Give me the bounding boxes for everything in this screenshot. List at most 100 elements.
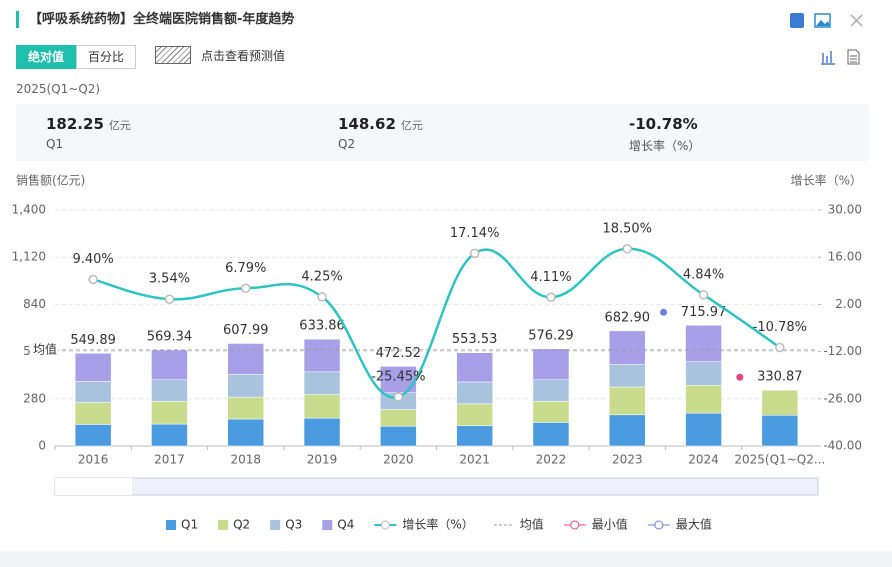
- total-label: 472.52: [376, 346, 422, 361]
- tab[interactable]: 百分比: [76, 45, 136, 69]
- x-tick-label: 2023: [612, 453, 643, 467]
- toolbar-icons[interactable]: [788, 10, 868, 32]
- growth-line: [92, 247, 781, 399]
- bar-segment: [74, 381, 112, 403]
- bar-segment: [456, 425, 493, 447]
- title: 【呼吸系统药物】全终端医院销售额-年度趋势: [16, 11, 294, 28]
- legend-label: Q4: [337, 518, 354, 532]
- x-tick-label: 2020: [383, 453, 414, 467]
- bar-segment: [380, 409, 417, 427]
- stat-unit: 亿元: [108, 119, 131, 132]
- y-tick-label: 280: [23, 391, 46, 405]
- x-tick-label: 2021: [459, 453, 490, 467]
- view-icons[interactable]: [820, 48, 864, 66]
- stat-value: 182.25: [46, 115, 104, 133]
- growth-point: [164, 294, 175, 304]
- bar-segment: [151, 349, 188, 381]
- bar-segment: [532, 401, 570, 423]
- total-label: 607.99: [223, 323, 269, 338]
- bar-segment: [151, 401, 188, 425]
- legend-label: 最小值: [592, 517, 628, 532]
- mean-label: 均值: [33, 342, 57, 357]
- bar-segment: [303, 394, 341, 419]
- bar-segment: [532, 422, 570, 447]
- total-label: 576.29: [528, 328, 574, 343]
- total-label: 549.89: [70, 333, 116, 348]
- legend-dot: [570, 520, 580, 530]
- x-tick-label: 2017: [154, 453, 185, 467]
- mean-label-bg: [30, 342, 58, 359]
- growth-label: -10.78%: [753, 320, 807, 335]
- growth-point: [393, 392, 404, 402]
- stat-value: 148.62: [338, 115, 396, 133]
- bar-segment: [685, 412, 722, 447]
- stat: 148.62 亿元 Q2: [338, 114, 423, 151]
- growth-label: 9.40%: [72, 252, 113, 267]
- total-label: 553.53: [452, 332, 498, 347]
- bar-segment: [609, 414, 646, 447]
- total-label: 330.87: [757, 370, 803, 385]
- legend-label: 均值: [520, 517, 544, 532]
- zoom-slider[interactable]: [54, 477, 819, 496]
- bar-segment: [227, 418, 264, 447]
- bar-segment: [151, 423, 188, 447]
- bar-segment: [456, 403, 493, 427]
- bar-segment: [609, 363, 646, 388]
- stat-label: 增长率（%）: [629, 139, 701, 153]
- legend-label: 增长率（%）: [402, 517, 473, 532]
- legend-dot: [380, 520, 390, 530]
- forecast-text: 点击查看预测值: [201, 48, 286, 63]
- growth-label: 6.79%: [225, 261, 266, 276]
- bar-segment: [532, 348, 570, 381]
- y2-tick-label: 30.00: [828, 203, 862, 217]
- bar-segment: [685, 361, 722, 386]
- bar-segment: [303, 338, 341, 373]
- growth-point: [775, 342, 785, 353]
- growth-point: [698, 290, 709, 300]
- total-label: 633.86: [299, 319, 345, 334]
- legend-swatch: [218, 520, 229, 530]
- legend-dot: [654, 520, 664, 530]
- period: 2025(Q1~Q2): [16, 82, 101, 96]
- legend-label: 最大值: [676, 517, 712, 532]
- bar-segment: [74, 353, 112, 382]
- legend: Q1 Q2 Q3 Q4 增长率（%） 均值 最小值 最大值: [166, 517, 712, 532]
- legend-label: Q1: [181, 518, 198, 532]
- bar-segment: [380, 426, 417, 447]
- tabs: 绝对值 百分比: [16, 45, 136, 69]
- growth-point: [317, 292, 327, 302]
- x-tick-label: 2016: [78, 453, 109, 467]
- y2-tick-label: 16.00: [828, 250, 862, 264]
- forecast-toggle[interactable]: 点击查看预测值: [155, 46, 285, 64]
- max-marker: [660, 308, 668, 316]
- min-marker: [736, 373, 744, 381]
- legend-label: Q2: [233, 518, 250, 532]
- legend-swatch: [322, 520, 333, 530]
- zoom-slider-mask: [55, 478, 132, 495]
- bar-segment: [151, 379, 188, 402]
- bar-segment: [227, 396, 264, 420]
- bar-segment: [761, 415, 799, 447]
- stat: 182.25 亿元 Q1: [46, 114, 131, 151]
- x-tick-label: 2022: [536, 453, 567, 467]
- bar-segment: [685, 385, 722, 414]
- bar-segment: [456, 352, 493, 383]
- bar-segment: [303, 371, 341, 395]
- tab[interactable]: 绝对值: [16, 45, 76, 69]
- bar-segment: [685, 325, 722, 362]
- growth-point: [88, 274, 98, 285]
- legend-label: Q3: [285, 518, 302, 532]
- stat-label: Q2: [338, 137, 356, 151]
- bar-segment: [74, 402, 112, 425]
- chart: 销售额(亿元) 增长率（%） 02805608401,1201,400-40.0…: [12, 173, 862, 532]
- growth-point: [622, 244, 632, 254]
- growth-point: [469, 248, 480, 259]
- growth-label: 18.50%: [602, 221, 652, 236]
- y2-tick-label: -12.00: [823, 344, 862, 358]
- growth-point: [241, 283, 251, 294]
- bar-segment: [761, 389, 799, 416]
- y-tick-label: 1,400: [12, 203, 46, 217]
- footer-band: [0, 551, 892, 567]
- growth-label: -25.45%: [371, 369, 425, 384]
- total-label: 715.97: [681, 305, 727, 320]
